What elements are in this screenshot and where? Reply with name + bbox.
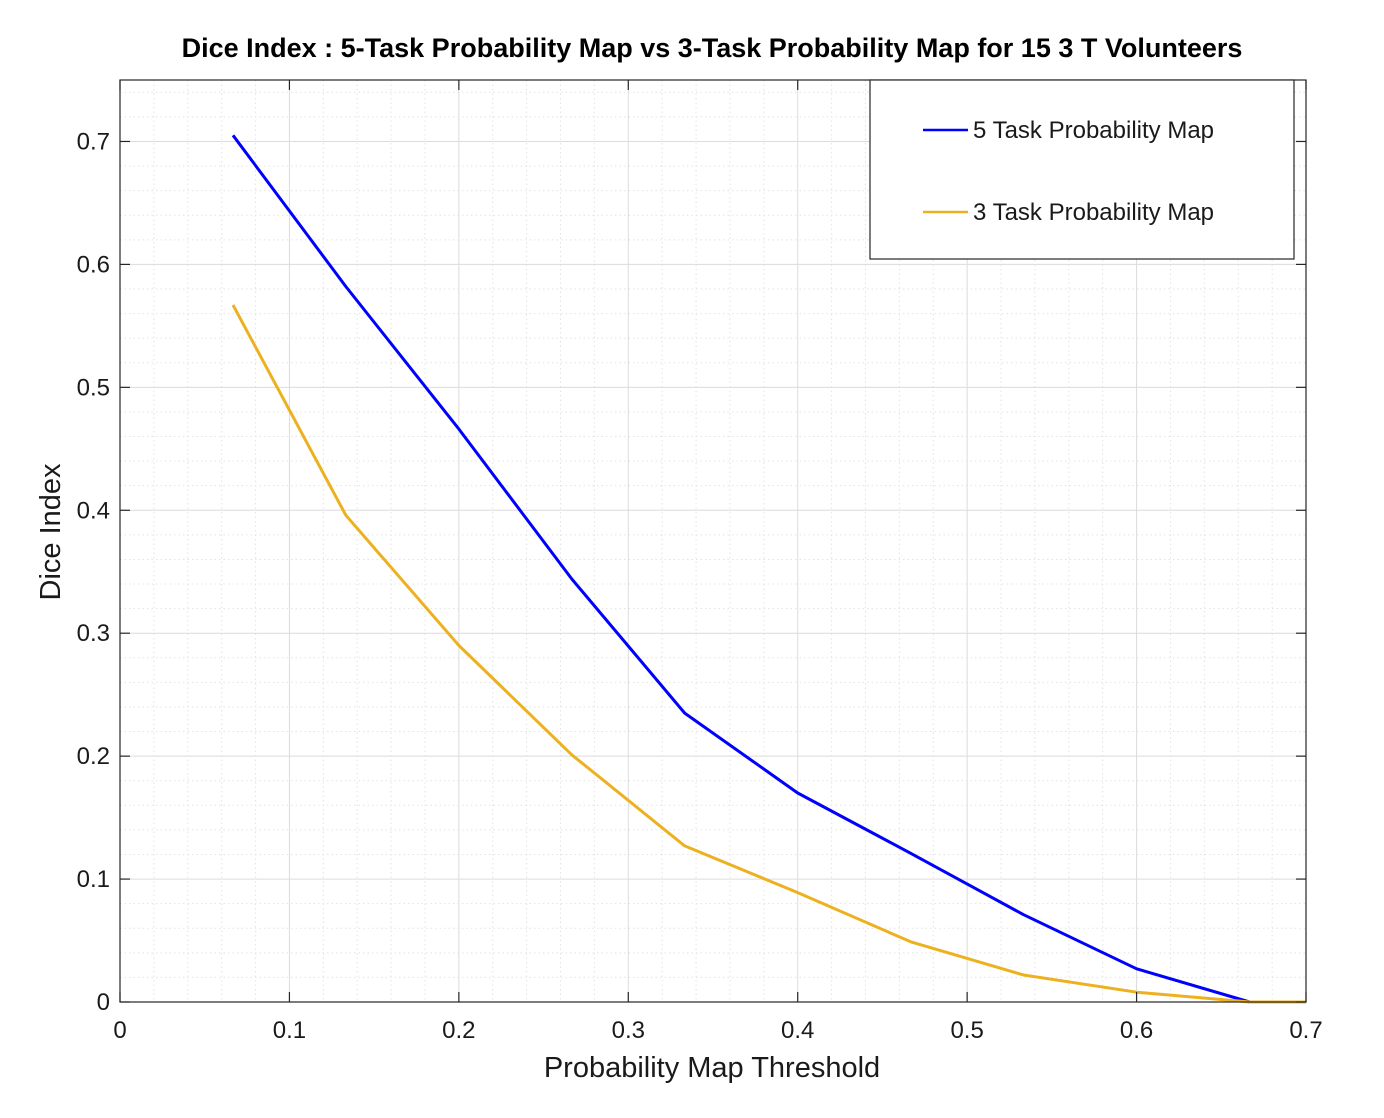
y-tick-label: 0.2	[77, 743, 110, 770]
x-tick-label: 0.5	[950, 1017, 983, 1044]
series-layer	[231, 134, 1306, 1004]
y-tick-label: 0.1	[77, 866, 110, 893]
y-tick-label: 0.3	[77, 620, 110, 647]
legend-label-5-task: 5 Task Probability Map	[973, 117, 1214, 144]
y-tick-label: 0.7	[77, 128, 110, 155]
x-tick-label: 0.6	[1120, 1017, 1153, 1044]
x-tick-label: 0.1	[273, 1017, 306, 1044]
legend-box	[869, 79, 1295, 260]
ticks: 0 0.1 0.2 0.3 0.4 0.5 0.6 0.7 0 0.1 0.2 0.3 0.4 0.5 0.…	[77, 80, 1323, 1044]
x-tick-label: 0	[113, 1017, 126, 1044]
x-tick-label: 0.3	[612, 1017, 645, 1044]
y-tick-label: 0.5	[77, 374, 110, 401]
chart-title: Dice Index : 5-Task Probability Map vs 3…	[182, 33, 1243, 63]
series-line-0	[231, 134, 1306, 1004]
x-tick-label: 0.4	[781, 1017, 814, 1044]
y-tick-label: 0	[97, 989, 110, 1016]
x-axis-label: Probability Map Threshold	[544, 1052, 880, 1084]
y-axis-label: Dice Index	[35, 463, 67, 601]
x-tick-label: 0.7	[1289, 1017, 1322, 1044]
plot-frame	[119, 79, 1307, 1003]
y-tick-label: 0.4	[77, 497, 110, 524]
legend: 5 Task Probability Map 3 Task Probabilit…	[869, 79, 1295, 260]
y-tick-label: 0.6	[77, 251, 110, 278]
series-line-1	[231, 304, 1306, 1004]
legend-label-3-task: 3 Task Probability Map	[973, 199, 1214, 226]
x-tick-label: 0.2	[442, 1017, 475, 1044]
